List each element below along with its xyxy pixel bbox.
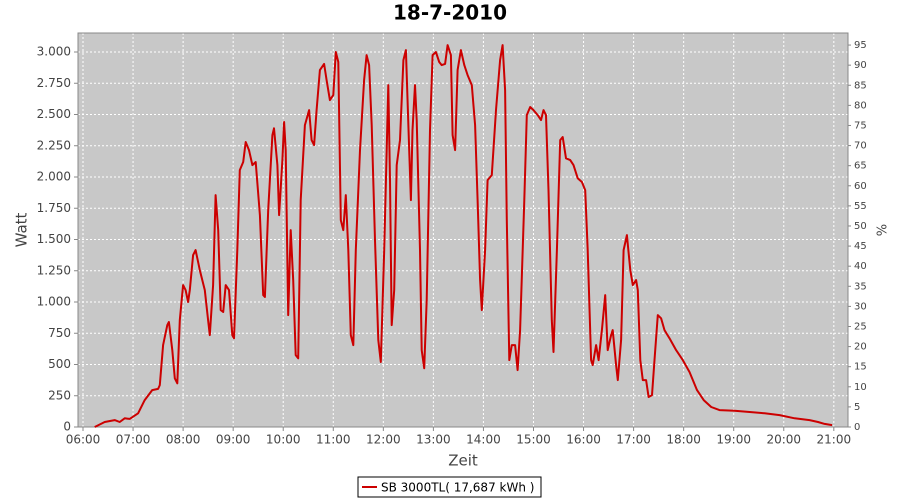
y-tick-label: 2.000 bbox=[37, 170, 71, 184]
y2-tick-label: 50 bbox=[854, 221, 867, 232]
y2-tick-label: 15 bbox=[854, 362, 867, 373]
x-tick-label: 17:00 bbox=[616, 433, 651, 447]
y2-tick-label: 30 bbox=[854, 301, 867, 312]
x-tick-label: 14:00 bbox=[466, 433, 501, 447]
y-tick-label: 0 bbox=[63, 420, 71, 434]
x-axis-label: Zeit bbox=[448, 452, 478, 470]
x-tick-label: 21:00 bbox=[817, 433, 852, 447]
y2-tick-label: 75 bbox=[854, 120, 867, 131]
series-line bbox=[94, 44, 833, 428]
x-tick-label: 13:00 bbox=[416, 433, 451, 447]
y2-tick-label: 65 bbox=[854, 161, 867, 172]
y2-tick-label: 40 bbox=[854, 261, 867, 272]
y2-tick-label: 45 bbox=[854, 241, 867, 252]
y-tick-label: 1.750 bbox=[37, 201, 71, 215]
y2-tick-label: 95 bbox=[854, 40, 867, 51]
y-tick-label: 250 bbox=[48, 388, 71, 402]
y2-tick-label: 0 bbox=[854, 422, 860, 433]
y2-tick-label: 10 bbox=[854, 382, 867, 393]
plot-area bbox=[78, 33, 848, 427]
y-tick-label: 1.500 bbox=[37, 232, 71, 246]
x-tick-label: 20:00 bbox=[766, 433, 801, 447]
x-tick-label: 12:00 bbox=[366, 433, 401, 447]
y2-tick-label: 90 bbox=[854, 60, 867, 71]
x-tick-label: 11:00 bbox=[316, 433, 351, 447]
y2-tick-label: 5 bbox=[854, 402, 860, 413]
x-tick-label: 18:00 bbox=[666, 433, 701, 447]
y2-tick-label: 35 bbox=[854, 281, 867, 292]
y-axis-label: Watt bbox=[13, 212, 31, 247]
chart-title: 18-7-2010 bbox=[393, 1, 507, 25]
legend-label: SB 3000TL( 17,687 kWh ) bbox=[381, 481, 534, 495]
x-tick-label: 09:00 bbox=[216, 433, 251, 447]
y-tick-label: 2.500 bbox=[37, 107, 71, 121]
x-tick-label: 10:00 bbox=[266, 433, 301, 447]
x-tick-label: 06:00 bbox=[66, 433, 101, 447]
y-tick-label: 500 bbox=[48, 357, 71, 371]
y2-tick-label: 55 bbox=[854, 201, 867, 212]
y-tick-label: 1.000 bbox=[37, 295, 71, 309]
y-tick-label: 2.250 bbox=[37, 138, 71, 152]
y2-tick-label: 85 bbox=[854, 80, 867, 91]
y-tick-label: 2.750 bbox=[37, 76, 71, 90]
y2-axis-label: % bbox=[876, 224, 891, 236]
x-tick-label: 07:00 bbox=[116, 433, 151, 447]
y2-tick-label: 60 bbox=[854, 181, 867, 192]
y2-tick-label: 80 bbox=[854, 100, 867, 111]
y-tick-label: 1.250 bbox=[37, 263, 71, 277]
x-tick-label: 19:00 bbox=[716, 433, 751, 447]
y-tick-label: 750 bbox=[48, 326, 71, 340]
y2-tick-label: 70 bbox=[854, 141, 867, 152]
y2-tick-label: 20 bbox=[854, 342, 867, 353]
y2-tick-label: 25 bbox=[854, 321, 867, 332]
legend-box bbox=[357, 476, 542, 498]
x-tick-label: 08:00 bbox=[166, 433, 201, 447]
x-tick-label: 15:00 bbox=[516, 433, 551, 447]
y-tick-label: 3.000 bbox=[37, 45, 71, 59]
plot-border bbox=[77, 32, 849, 428]
x-tick-label: 16:00 bbox=[566, 433, 601, 447]
